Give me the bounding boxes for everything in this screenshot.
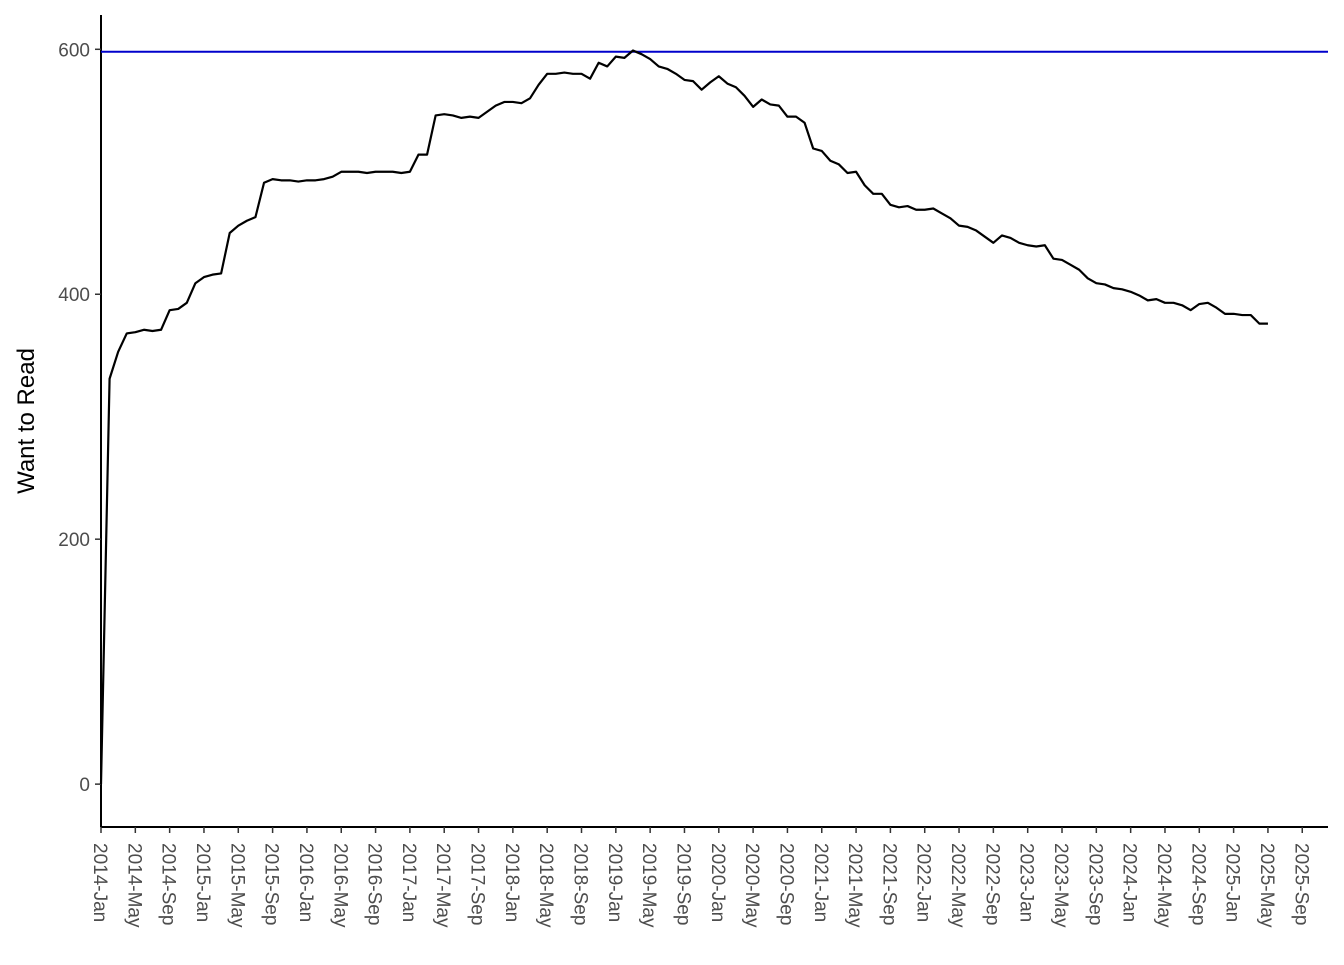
y-tick-label: 400 [58,285,90,306]
x-tick-label: 2014-Jan [89,843,110,922]
x-tick-label: 2021-May [844,843,865,928]
x-tick-label: 2019-Jan [604,843,625,922]
y-tick-label: 200 [58,530,90,551]
x-tick-label: 2017-Jan [398,843,419,922]
x-tick-label: 2023-Jan [1016,843,1037,922]
data-line [99,49,1268,785]
x-tick-label: 2025-May [1256,843,1277,928]
y-tick-label: 0 [79,775,90,796]
x-tick-label: 2015-Jan [192,843,213,922]
x-tick-label: 2016-Jan [295,843,316,922]
x-tick-label: 2021-Sep [878,843,899,925]
x-tick-label: 2025-Sep [1290,843,1311,925]
y-axis-title: Want to Read [13,348,40,494]
x-tick-label: 2018-Sep [570,843,591,925]
x-tick-label: 2021-Jan [810,843,831,922]
x-tick-label: 2024-Sep [1187,843,1208,925]
x-tick-label: 2015-May [226,843,247,928]
x-tick-label: 2024-Jan [1119,843,1140,922]
x-tick-label: 2018-May [535,843,556,928]
x-tick-label: 2024-May [1153,843,1174,928]
x-tick-label: 2019-May [638,843,659,928]
x-tick-label: 2016-Sep [364,843,385,925]
x-tick-label: 2025-Jan [1222,843,1243,922]
y-tick-label: 600 [58,40,90,61]
x-tick-label: 2023-May [1050,843,1071,928]
x-tick-label: 2017-May [432,843,453,928]
x-tick-label: 2020-Jan [707,843,728,922]
x-tick-label: 2020-Sep [775,843,796,925]
x-tick-label: 2023-Sep [1084,843,1105,925]
x-tick-label: 2019-Sep [672,843,693,925]
x-tick-label: 2022-Jan [913,843,934,922]
x-tick-label: 2022-Sep [981,843,1002,925]
x-tick-label: 2015-Sep [261,843,282,925]
x-tick-label: 2014-May [123,843,144,928]
x-tick-label: 2020-May [741,843,762,928]
x-tick-label: 2016-May [329,843,350,928]
x-tick-label: 2022-May [947,843,968,928]
x-tick-label: 2014-Sep [158,843,179,925]
x-tick-label: 2018-Jan [501,843,522,922]
x-tick-label: 2017-Sep [467,843,488,925]
